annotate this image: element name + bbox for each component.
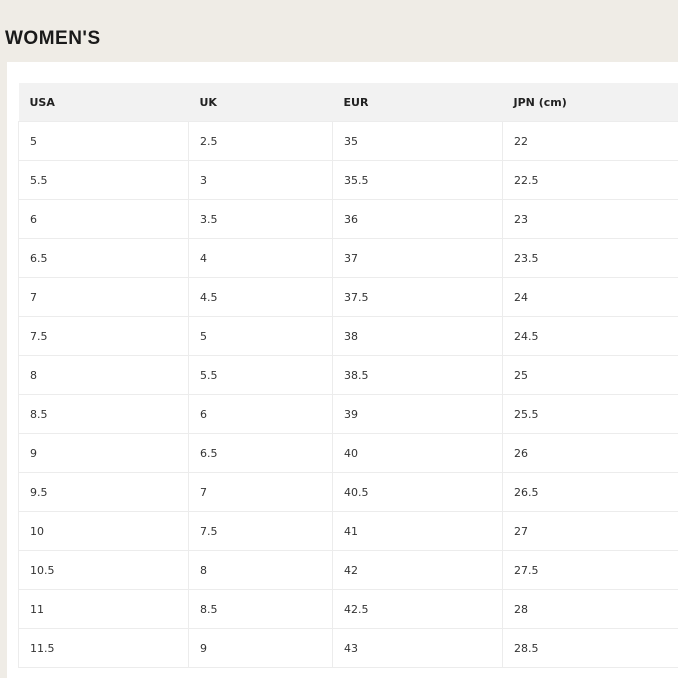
table-row: 9.5 7 40.5 26.5 <box>18 472 678 512</box>
cell-jpn: 27 <box>502 511 678 551</box>
header-uk: UK <box>188 83 333 122</box>
cell-eur: 43 <box>332 628 503 668</box>
table-row: 7.5 5 38 24.5 <box>18 316 678 356</box>
cell-uk: 5 <box>188 316 333 356</box>
cell-uk: 8 <box>188 550 333 590</box>
cell-usa: 8.5 <box>18 394 189 434</box>
cell-uk: 6.5 <box>188 433 333 473</box>
cell-jpn: 23.5 <box>502 238 678 278</box>
cell-eur: 36 <box>332 199 503 239</box>
cell-usa: 7.5 <box>18 316 189 356</box>
cell-usa: 11.5 <box>18 628 189 668</box>
cell-eur: 37 <box>332 238 503 278</box>
cell-eur: 40.5 <box>332 472 503 512</box>
cell-eur: 37.5 <box>332 277 503 317</box>
table-row: 8 5.5 38.5 25 <box>18 355 678 395</box>
table-row: 5 2.5 35 22 <box>18 121 678 161</box>
cell-uk: 4 <box>188 238 333 278</box>
header-usa: USA <box>18 83 189 122</box>
cell-usa: 11 <box>18 589 189 629</box>
table-row: 6.5 4 37 23.5 <box>18 238 678 278</box>
cell-eur: 40 <box>332 433 503 473</box>
cell-usa: 7 <box>18 277 189 317</box>
cell-usa: 5 <box>18 121 189 161</box>
cell-uk: 7 <box>188 472 333 512</box>
table-row: 6 3.5 36 23 <box>18 199 678 239</box>
cell-uk: 5.5 <box>188 355 333 395</box>
cell-eur: 38.5 <box>332 355 503 395</box>
cell-eur: 41 <box>332 511 503 551</box>
header-eur: EUR <box>332 83 503 122</box>
cell-jpn: 26 <box>502 433 678 473</box>
cell-jpn: 27.5 <box>502 550 678 590</box>
cell-uk: 7.5 <box>188 511 333 551</box>
cell-jpn: 23 <box>502 199 678 239</box>
cell-jpn: 26.5 <box>502 472 678 512</box>
header-jpn: JPN (cm) <box>502 83 678 122</box>
table-header-row: USA UK EUR JPN (cm) <box>18 83 678 122</box>
cell-eur: 42 <box>332 550 503 590</box>
cell-jpn: 22 <box>502 121 678 161</box>
cell-usa: 5.5 <box>18 160 189 200</box>
cell-uk: 2.5 <box>188 121 333 161</box>
cell-uk: 3.5 <box>188 199 333 239</box>
table-row: 11 8.5 42.5 28 <box>18 589 678 629</box>
cell-usa: 9.5 <box>18 472 189 512</box>
cell-eur: 38 <box>332 316 503 356</box>
cell-uk: 3 <box>188 160 333 200</box>
table-row: 9 6.5 40 26 <box>18 433 678 473</box>
table-row: 7 4.5 37.5 24 <box>18 277 678 317</box>
cell-jpn: 24 <box>502 277 678 317</box>
cell-eur: 35 <box>332 121 503 161</box>
cell-jpn: 22.5 <box>502 160 678 200</box>
size-chart-table: USA UK EUR JPN (cm) 5 2.5 35 22 5.5 3 35.5 22.5… <box>18 83 678 668</box>
cell-uk: 8.5 <box>188 589 333 629</box>
cell-uk: 6 <box>188 394 333 434</box>
cell-usa: 8 <box>18 355 189 395</box>
table-row: 10 7.5 41 27 <box>18 511 678 551</box>
cell-usa: 10.5 <box>18 550 189 590</box>
cell-jpn: 25.5 <box>502 394 678 434</box>
cell-jpn: 28 <box>502 589 678 629</box>
cell-eur: 42.5 <box>332 589 503 629</box>
cell-usa: 10 <box>18 511 189 551</box>
cell-jpn: 25 <box>502 355 678 395</box>
cell-eur: 39 <box>332 394 503 434</box>
cell-usa: 6 <box>18 199 189 239</box>
cell-usa: 9 <box>18 433 189 473</box>
table-row: 11.5 9 43 28.5 <box>18 628 678 668</box>
cell-jpn: 28.5 <box>502 628 678 668</box>
cell-eur: 35.5 <box>332 160 503 200</box>
cell-usa: 6.5 <box>18 238 189 278</box>
cell-uk: 9 <box>188 628 333 668</box>
table-row: 10.5 8 42 27.5 <box>18 550 678 590</box>
table-row: 5.5 3 35.5 22.5 <box>18 160 678 200</box>
section-title: WOMEN'S <box>5 28 101 49</box>
cell-jpn: 24.5 <box>502 316 678 356</box>
cell-uk: 4.5 <box>188 277 333 317</box>
table-row: 8.5 6 39 25.5 <box>18 394 678 434</box>
